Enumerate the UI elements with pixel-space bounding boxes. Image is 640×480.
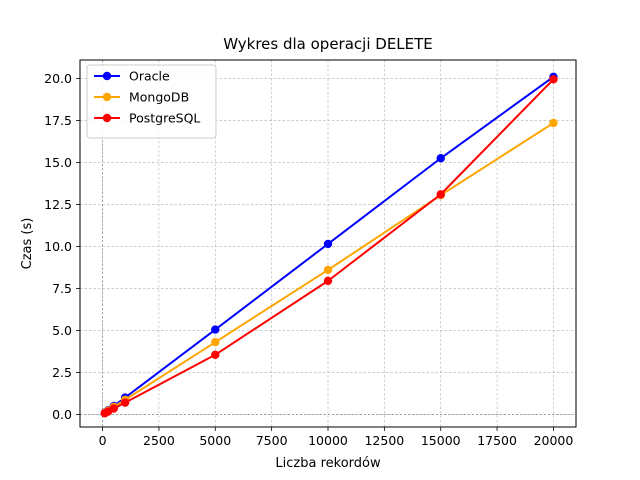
legend-label: MongoDB [129, 90, 189, 105]
y-tick-label: 15.0 [44, 155, 72, 170]
x-tick-label: 15000 [421, 433, 461, 448]
y-tick-label: 7.5 [52, 281, 72, 296]
legend-box [86, 64, 217, 139]
series-group [100, 72, 558, 418]
legend-swatch-marker [102, 92, 112, 102]
data-point-postgresql [211, 350, 220, 359]
x-tick-label: 5000 [199, 433, 231, 448]
legend: Oracle MongoDB PostgreSQL [86, 64, 217, 139]
x-tick-label: 2500 [143, 433, 175, 448]
legend-swatch-marker [102, 113, 112, 123]
x-tick-label: 12500 [364, 433, 404, 448]
x-axis-label: Liczba rekordów [275, 456, 381, 471]
y-tick-label: 2.5 [52, 365, 72, 380]
data-point-mongodb [549, 118, 558, 128]
legend-swatch-marker [102, 71, 112, 81]
data-point-oracle [436, 154, 445, 163]
data-point-postgresql [109, 404, 119, 413]
x-tick-label: 17500 [477, 433, 517, 448]
legend-label: PostgreSQL [129, 111, 200, 126]
legend-item-mongodb: MongoDB [94, 90, 189, 105]
data-point-oracle [323, 239, 333, 249]
x-axis-ticks: 0 2500 5000 7500 10000 12500 15000 17500 20000 [99, 427, 574, 448]
data-point-postgresql [549, 75, 558, 84]
chart-title: Wykres dla operacji DELETE [223, 35, 433, 53]
data-point-oracle [211, 325, 220, 334]
y-tick-label: 17.5 [44, 113, 72, 128]
y-tick-label: 10.0 [44, 239, 72, 254]
y-axis-ticks: 0.0 2.5 5.0 7.5 10.0 12.5 15.0 17.5 20.0 [44, 71, 80, 422]
legend-label: Oracle [129, 69, 170, 84]
y-axis-label: Czas (s) [20, 218, 35, 270]
y-tick-label: 0.0 [52, 407, 72, 422]
y-tick-label: 5.0 [52, 323, 72, 338]
legend-item-oracle: Oracle [94, 69, 170, 84]
legend-item-postgresql: PostgreSQL [94, 111, 200, 126]
data-point-postgresql [323, 276, 333, 286]
data-point-mongodb [211, 337, 220, 347]
y-tick-label: 20.0 [44, 71, 72, 86]
x-tick-label: 0 [99, 433, 107, 448]
data-point-mongodb [323, 265, 333, 275]
series-postgresql [100, 75, 558, 418]
x-tick-label: 7500 [256, 433, 288, 448]
x-tick-label: 20000 [534, 433, 574, 448]
x-tick-label: 10000 [308, 433, 348, 448]
data-point-postgresql [120, 398, 130, 407]
data-point-postgresql [436, 190, 445, 199]
y-tick-label: 12.5 [44, 197, 72, 212]
